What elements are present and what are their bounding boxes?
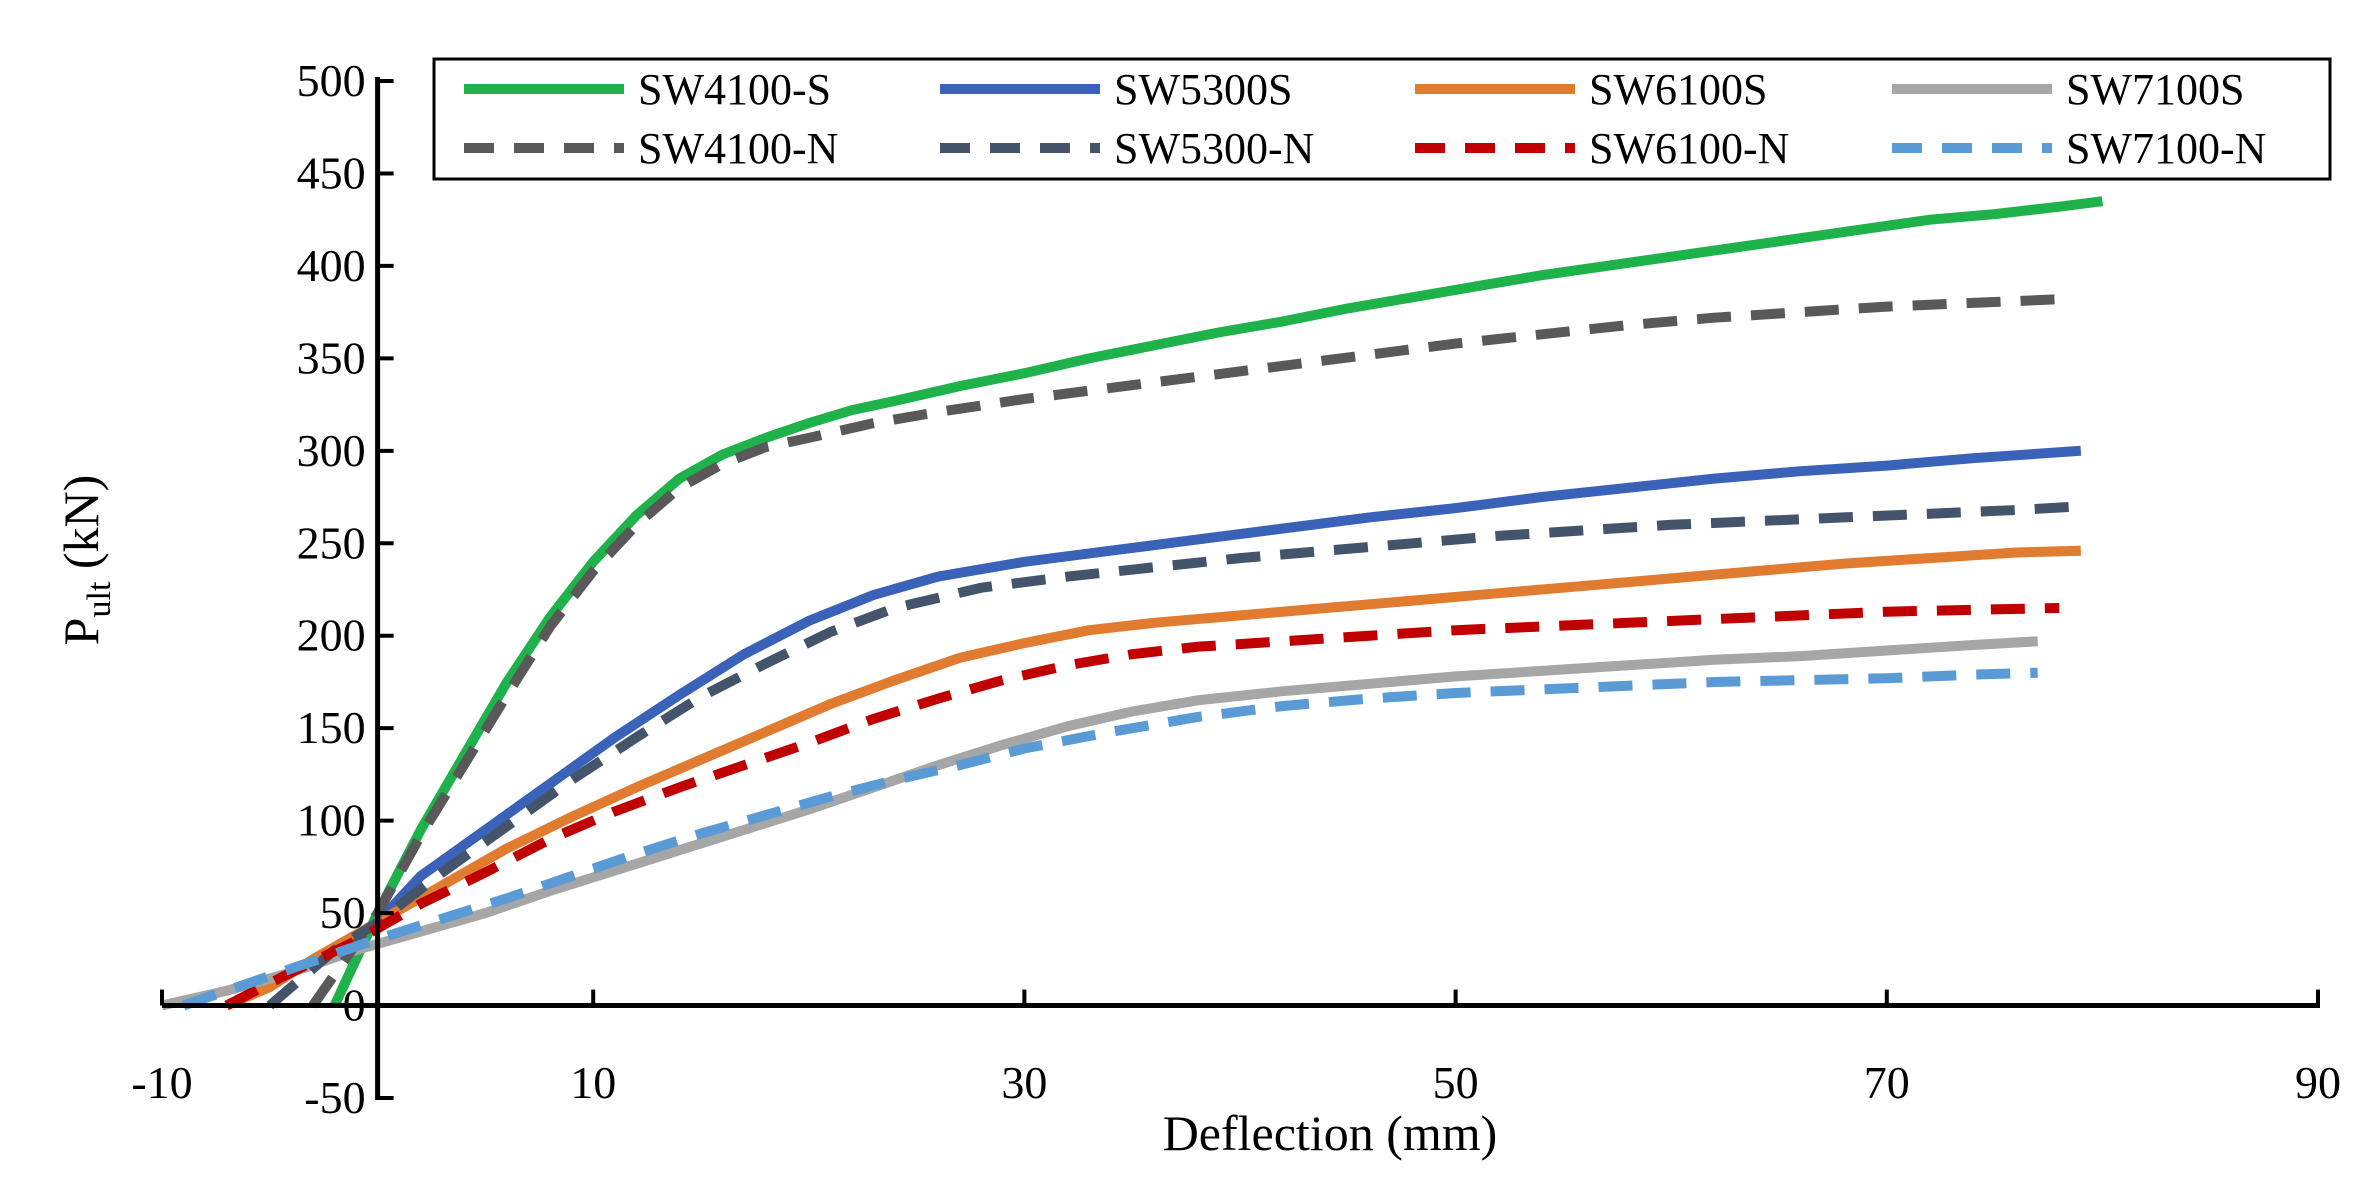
legend-label-sw6100-n: SW6100-N bbox=[1589, 124, 1789, 173]
y-tick-label: 0 bbox=[343, 980, 366, 1031]
y-tick-label: 50 bbox=[320, 887, 366, 938]
legend: SW4100-S SW5300S SW6100S SW7100S SW4100-N SW5… bbox=[432, 57, 2332, 181]
y-tick-label: 500 bbox=[297, 55, 366, 106]
series-line-sw7100-n bbox=[181, 667, 2038, 1011]
plot-lines bbox=[160, 196, 2104, 1011]
y-tick-label: 250 bbox=[297, 517, 366, 568]
y-tick-label: 100 bbox=[297, 795, 366, 846]
x-tick-label: 90 bbox=[2295, 1057, 2341, 1108]
legend-label-sw4100-s: SW4100-S bbox=[638, 65, 831, 114]
y-tick-label: -50 bbox=[304, 1072, 365, 1123]
series-line-sw7100s bbox=[160, 636, 2038, 1011]
series-line-sw6100s bbox=[224, 545, 2081, 1011]
legend-label-sw5300s: SW5300S bbox=[1114, 65, 1292, 114]
y-axis-title: Pult (kN) bbox=[53, 475, 118, 646]
legend-box bbox=[432, 57, 2332, 181]
x-tick-label: 70 bbox=[1864, 1057, 1910, 1108]
y-axis-title-sub: ult bbox=[81, 581, 118, 617]
series-line-sw4100-n bbox=[308, 294, 2060, 1009]
x-tick-label: 10 bbox=[570, 1057, 616, 1108]
y-tick-label: 450 bbox=[297, 147, 366, 198]
legend-label-sw4100-n: SW4100-N bbox=[638, 124, 838, 173]
y-tick-label: 400 bbox=[297, 240, 366, 291]
x-axis-title: Deflection (mm) bbox=[1163, 1105, 1498, 1161]
legend-label-sw7100s: SW7100S bbox=[2066, 65, 2244, 114]
legend-label-sw5300-n: SW5300-N bbox=[1114, 124, 1314, 173]
x-tick-label: 30 bbox=[1001, 1057, 1047, 1108]
legend-label-sw7100-n: SW7100-N bbox=[2066, 124, 2266, 173]
x-tick-label: 50 bbox=[1433, 1057, 1479, 1108]
series-line-sw6100-n bbox=[224, 603, 2060, 1010]
x-tick-label: -10 bbox=[131, 1057, 192, 1108]
y-tick-label: 150 bbox=[297, 702, 366, 753]
y-axis-title-unit: (kN) bbox=[53, 475, 109, 582]
y-tick-label: 200 bbox=[297, 610, 366, 661]
y-tick-label: 300 bbox=[297, 425, 366, 476]
series-line-sw5300-n bbox=[266, 501, 2082, 1010]
legend-label-sw6100s: SW6100S bbox=[1589, 65, 1767, 114]
series-line-sw4100-s bbox=[329, 196, 2104, 1008]
series-line-sw5300s bbox=[331, 445, 2082, 955]
y-tick-label: 350 bbox=[297, 332, 366, 383]
y-axis-title-main: P bbox=[53, 618, 109, 646]
